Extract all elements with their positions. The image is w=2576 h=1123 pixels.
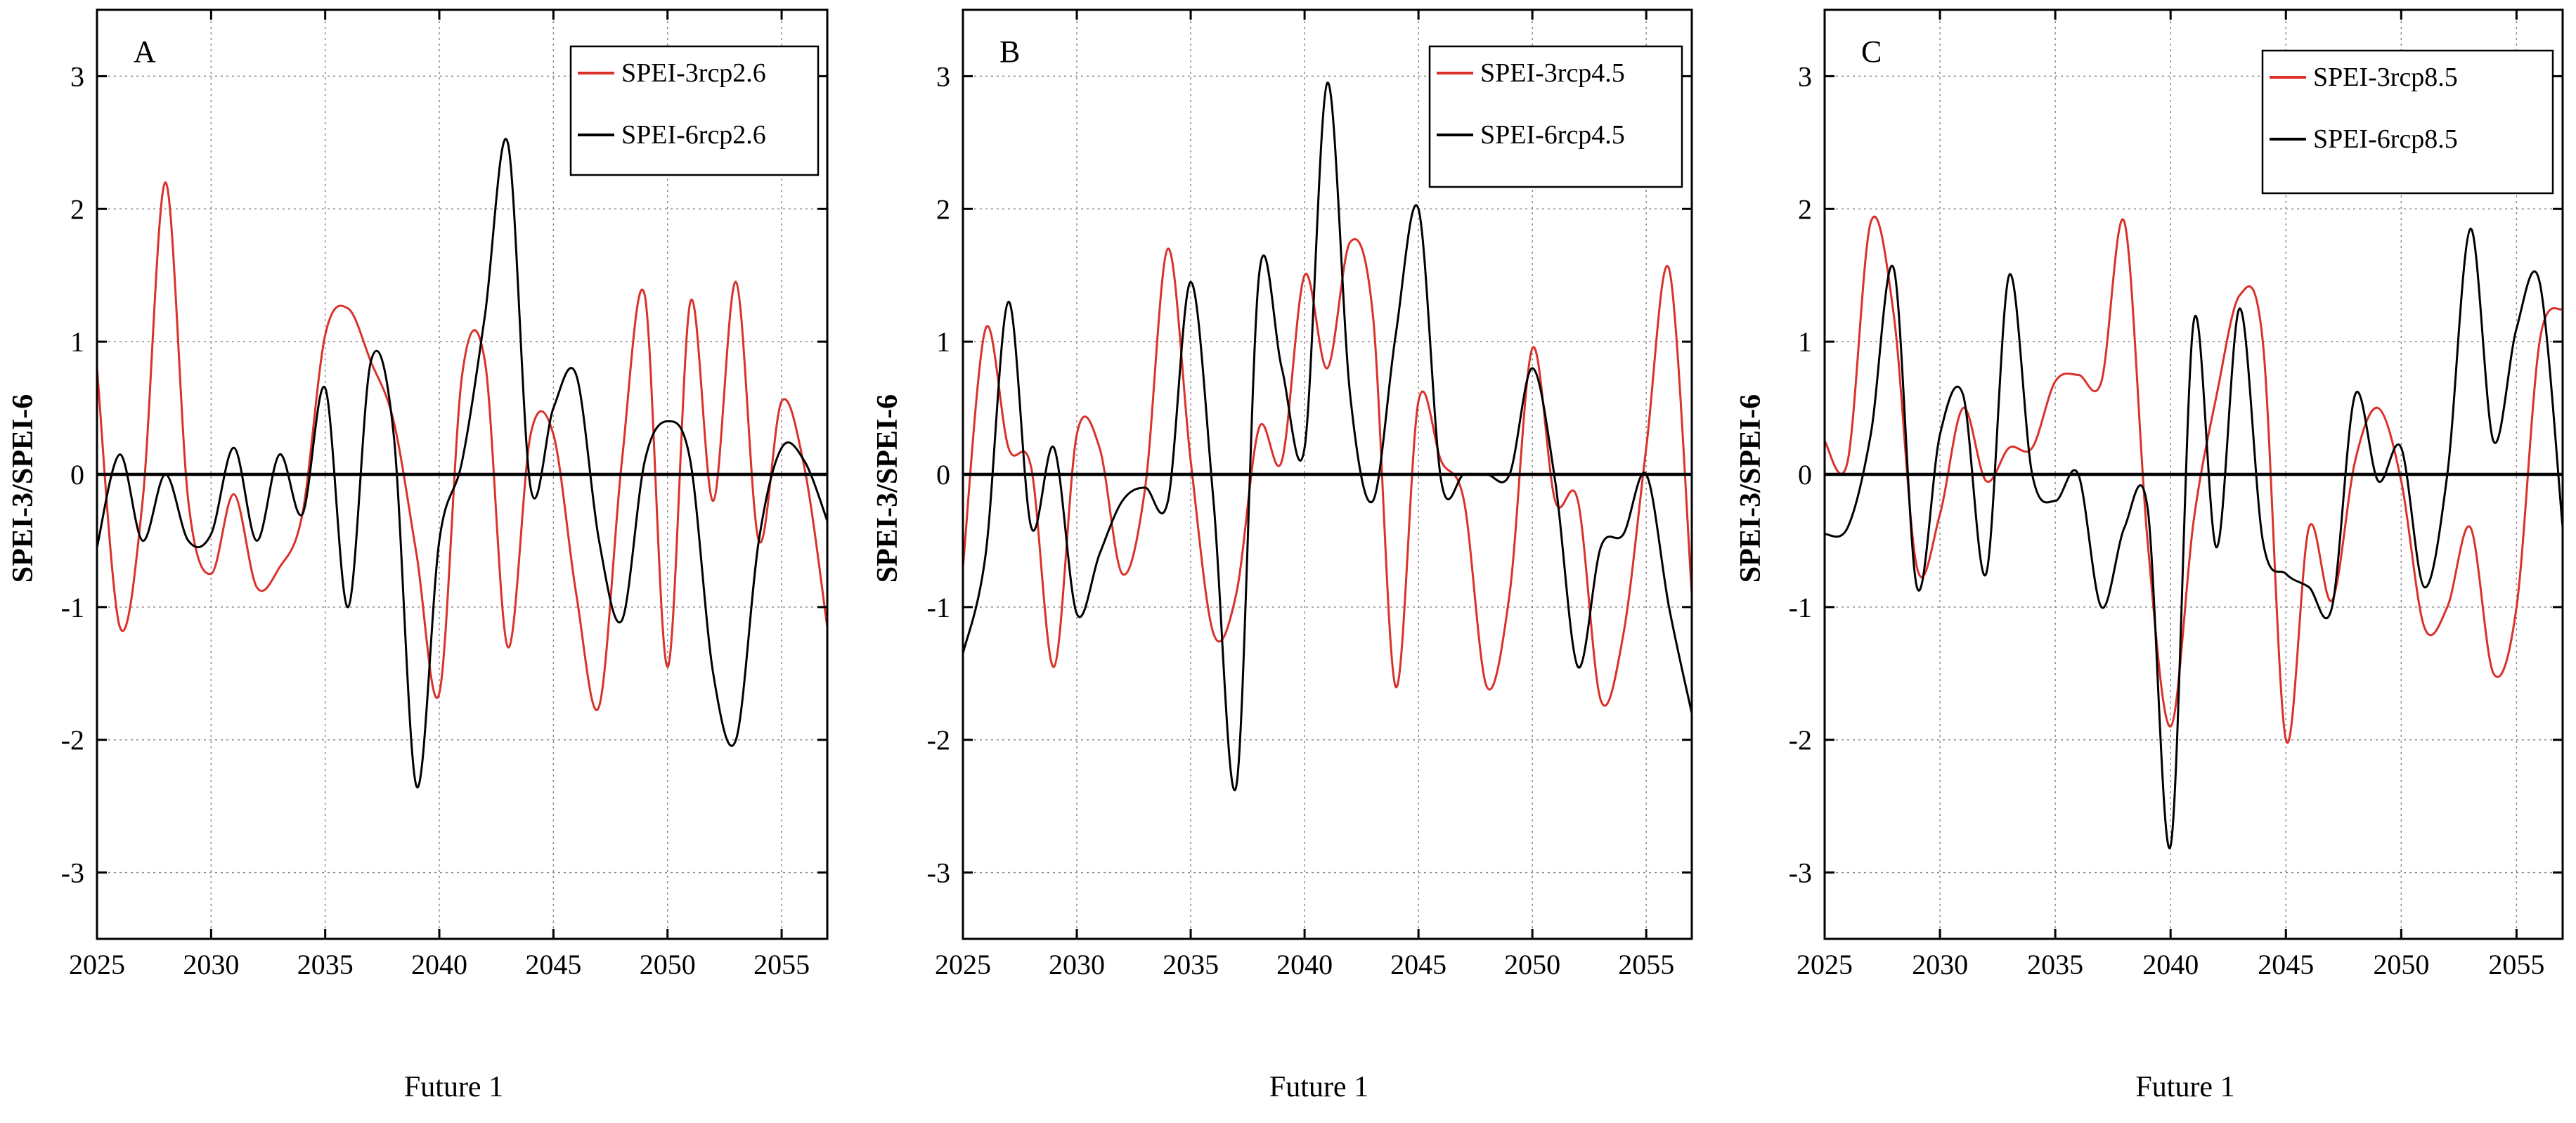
series-group [963, 82, 1692, 791]
y-axis-title: SPEI-3/SPEI-6 [7, 394, 39, 583]
y-tick-label: 2 [70, 193, 84, 225]
y-tick-label: 0 [1798, 459, 1812, 491]
series-line-spei-6rcp8-5 [1825, 228, 2563, 850]
legend-box [1428, 45, 1683, 188]
x-tick-label: 2055 [2488, 949, 2544, 980]
x-axis-title: Future 1 [2135, 1071, 2234, 1103]
panel-label: A [134, 34, 156, 69]
series-line-spei-3rcp4-5 [963, 238, 1692, 707]
series-group [97, 138, 827, 788]
legend-label: SPEI-6rcp8.5 [2313, 124, 2458, 154]
x-tick-label: 2035 [2027, 949, 2083, 980]
series-line-spei-6rcp4-5 [963, 82, 1692, 791]
y-tick-label: 3 [70, 60, 84, 92]
y-tick-label: 1 [936, 326, 950, 358]
legend: SPEI-3rcp8.5 SPEI-6rcp8.5 [2261, 49, 2554, 195]
panel-label: B [999, 34, 1020, 69]
series-group [1825, 215, 2563, 850]
y-tick-label: -3 [927, 857, 950, 889]
y-tick-label: 2 [1798, 193, 1812, 225]
series-line-spei-6rcp2-6 [97, 138, 827, 788]
y-tick-label: -2 [927, 725, 950, 756]
y-tick-label: -1 [1789, 592, 1812, 623]
x-tick-label: 2030 [183, 949, 239, 980]
y-tick-label: -3 [61, 857, 84, 889]
y-tick-label: -1 [61, 592, 84, 623]
x-tick-label: 2035 [1163, 949, 1219, 980]
x-axis-title: Future 1 [404, 1071, 503, 1103]
series-line-spei-3rcp2-6 [97, 181, 827, 711]
panel-a: 2025 2030 2035 2040 2045 2050 2055 -3 -2 -1 0 1 2 3 A F… [7, 8, 829, 1103]
y-tick-label: -3 [1789, 857, 1812, 889]
series-line-spei-3rcp8-5 [1825, 215, 2563, 744]
x-tick-label: 2055 [1618, 949, 1674, 980]
y-axis-title: SPEI-3/SPEI-6 [1735, 394, 1767, 583]
legend-label: SPEI-6rcp4.5 [1480, 120, 1625, 150]
panel-c: 2025 2030 2035 2040 2045 2050 2055 -3 -2 -1 0 1 2 3 C F… [1735, 8, 2564, 1103]
x-tick-label: 2025 [69, 949, 125, 980]
panel-label: C [1861, 34, 1882, 69]
y-tick-label: 1 [70, 326, 84, 358]
y-tick-label: 2 [936, 193, 950, 225]
legend-box [2261, 49, 2554, 195]
panel-b: 2025 2030 2035 2040 2045 2050 2055 -3 -2 -1 0 1 2 3 B F… [872, 8, 1693, 1103]
y-tick-label: -1 [927, 592, 950, 623]
y-tick-label: 0 [70, 459, 84, 491]
x-tick-label: 2050 [640, 949, 696, 980]
x-tick-label: 2050 [1504, 949, 1560, 980]
x-tick-label: 2040 [411, 949, 467, 980]
legend-label: SPEI-3rcp4.5 [1480, 58, 1625, 88]
y-tick-label: 1 [1798, 326, 1812, 358]
y-axis-title: SPEI-3/SPEI-6 [872, 394, 904, 583]
x-tick-label: 2035 [297, 949, 354, 980]
x-tick-label: 2050 [2373, 949, 2429, 980]
x-tick-label: 2040 [2142, 949, 2199, 980]
x-tick-label: 2030 [1912, 949, 1968, 980]
x-tick-label: 2025 [1797, 949, 1853, 980]
legend-label: SPEI-3rcp8.5 [2313, 63, 2458, 92]
y-tick-label: -2 [1789, 725, 1812, 756]
y-tick-label: 3 [1798, 60, 1812, 92]
x-tick-label: 2045 [525, 949, 581, 980]
legend: SPEI-3rcp2.6 SPEI-6rcp2.6 [569, 45, 820, 176]
x-tick-label: 2045 [2258, 949, 2314, 980]
legend-label: SPEI-3rcp2.6 [621, 58, 766, 88]
y-tick-label: -2 [61, 725, 84, 756]
y-tick-label: 0 [936, 459, 950, 491]
x-tick-label: 2025 [935, 949, 991, 980]
y-tick-label: 3 [936, 60, 950, 92]
x-tick-label: 2055 [753, 949, 810, 980]
x-tick-label: 2030 [1049, 949, 1105, 980]
legend-label: SPEI-6rcp2.6 [621, 120, 766, 150]
x-tick-label: 2045 [1390, 949, 1446, 980]
x-tick-label: 2040 [1276, 949, 1333, 980]
x-axis-title: Future 1 [1269, 1071, 1368, 1103]
legend: SPEI-3rcp4.5 SPEI-6rcp4.5 [1428, 45, 1683, 188]
legend-box [569, 45, 820, 176]
